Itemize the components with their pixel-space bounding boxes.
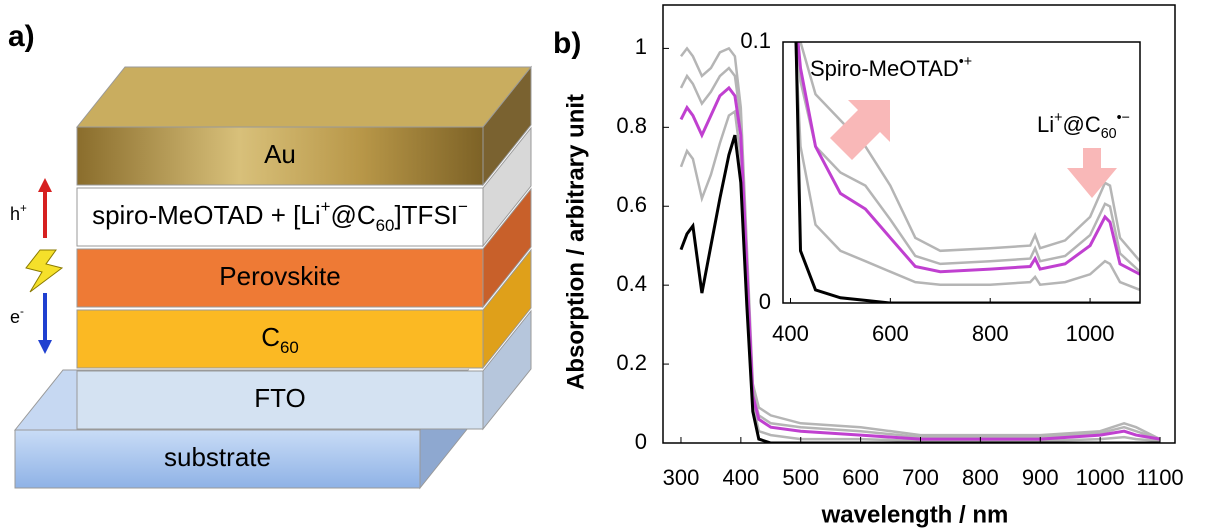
y-tick-label: 0.6 [616, 192, 647, 217]
layer-top [77, 67, 531, 127]
text-segment: h [10, 204, 20, 224]
panel-label: a) [8, 20, 35, 53]
layer-label: Au [264, 139, 296, 169]
text-segment: spiro-MeOTAD + [Li [92, 200, 321, 230]
inset-x-tick-label: 800 [972, 321, 1009, 346]
x-axis-title: wavelength / nm [821, 501, 1009, 528]
carrier-arrows [26, 178, 62, 354]
hole-label: h+ [10, 202, 27, 224]
inset-x-tick-label: 1000 [1066, 321, 1115, 346]
layer-label: FTO [254, 383, 306, 413]
text-segment: 60 [280, 338, 299, 357]
y-tick-label: 1 [635, 34, 647, 59]
text-segment: + [321, 197, 331, 216]
x-tick-label: 500 [782, 465, 819, 490]
electron-label: e- [10, 305, 24, 327]
layer-label: Perovskite [219, 261, 340, 291]
y-axis-title: Absorption / arbitrary unit [562, 94, 589, 390]
layer-label: substrate [164, 442, 271, 472]
text-segment: substrate [164, 442, 271, 472]
text-segment: ]TFSI [394, 200, 458, 230]
x-tick-label: 900 [1022, 465, 1059, 490]
y-tick-label: 0 [635, 429, 647, 454]
text-segment: C [261, 322, 280, 352]
text-segment: Li [1037, 112, 1054, 137]
text-segment: 60 [1101, 126, 1117, 142]
text-segment: Spiro-MeOTAD [810, 56, 959, 81]
x-tick-label: 1000 [1076, 465, 1125, 490]
inset-y-tick-label: 0.1 [740, 28, 771, 53]
inset-y-tick-label: 0 [759, 289, 771, 314]
y-tick-label: 0.2 [616, 350, 647, 375]
text-segment: @C [1063, 112, 1101, 137]
text-segment: e [10, 307, 20, 327]
text-segment: •− [1117, 110, 1130, 126]
x-tick-label: 400 [722, 465, 759, 490]
text-segment: − [458, 197, 468, 216]
layer-label: spiro-MeOTAD + [Li+@C60]TFSI− [92, 197, 468, 235]
text-segment: + [20, 202, 27, 215]
text-segment: •+ [959, 54, 972, 70]
text-segment: + [1054, 110, 1062, 126]
x-tick-label: 600 [842, 465, 879, 490]
y-tick-label: 0.8 [616, 113, 647, 138]
annotation: Spiro-MeOTAD•+ [810, 54, 972, 81]
text-segment: @C [330, 200, 375, 230]
x-tick-label: 1100 [1136, 465, 1183, 490]
text-segment: 60 [376, 216, 395, 235]
x-tick-label: 800 [962, 465, 999, 490]
x-tick-label: 700 [902, 465, 939, 490]
figure: substrateFTOC60Perovskitespiro-MeOTAD + … [0, 0, 1212, 531]
text-segment: - [20, 305, 24, 318]
inset-x-tick-label: 600 [872, 321, 909, 346]
x-tick-label: 300 [663, 465, 700, 490]
text-segment: FTO [254, 383, 306, 413]
inset-x-tick-label: 400 [772, 321, 809, 346]
text-segment: Au [264, 139, 296, 169]
y-tick-label: 0.4 [616, 271, 647, 296]
panel-label: b) [553, 27, 581, 60]
text-segment: Perovskite [219, 261, 340, 291]
